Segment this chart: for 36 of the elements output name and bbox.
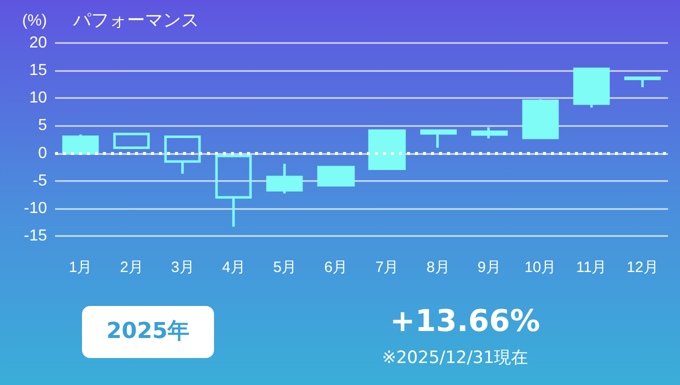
x-tick-label: 4月: [222, 259, 246, 276]
text: +13.66%: [390, 304, 540, 339]
y-tick-label: 20: [29, 34, 48, 52]
x-tick-label: 5月: [273, 259, 297, 276]
x-tick-label: 1月: [68, 259, 92, 276]
x-tick-label: 9月: [478, 259, 501, 276]
x-tick-label: 2月: [120, 259, 144, 276]
y-tick-label: -5: [32, 172, 48, 190]
candlestick: [573, 68, 610, 109]
y-tick-label: 15: [29, 62, 48, 80]
y-tick-label: 10: [29, 90, 48, 107]
candlestick: [215, 154, 252, 228]
chart-title: パフォーマンス: [72, 10, 199, 30]
candlestick: [471, 126, 508, 140]
x-tick-label: 11月: [576, 259, 607, 276]
x-tick-label: 8月: [426, 259, 450, 276]
y-axis-title: (%): [22, 12, 47, 30]
y-tick-label: 0: [38, 144, 48, 162]
x-tick-label: 12月: [626, 259, 658, 276]
candlestick: [368, 129, 406, 170]
text: 2025年: [82, 306, 214, 358]
x-tick-label: 3月: [171, 259, 194, 276]
candlestick: [624, 75, 661, 88]
candlestick: [164, 135, 201, 175]
text: ※2025/12/31現在: [382, 347, 528, 369]
x-tick-label: 6月: [324, 259, 348, 276]
x-tick-label: 10月: [524, 259, 556, 276]
y-tick-label: -15: [24, 228, 48, 244]
candlestick: [317, 166, 355, 187]
x-tick-label: 7月: [375, 259, 399, 276]
y-tick-label: -10: [24, 200, 48, 217]
candlestick: [420, 129, 457, 150]
candlestick: [113, 132, 150, 150]
candlestick: [62, 133, 99, 155]
y-tick-label: 5: [38, 117, 48, 134]
candlestick: [522, 98, 559, 140]
